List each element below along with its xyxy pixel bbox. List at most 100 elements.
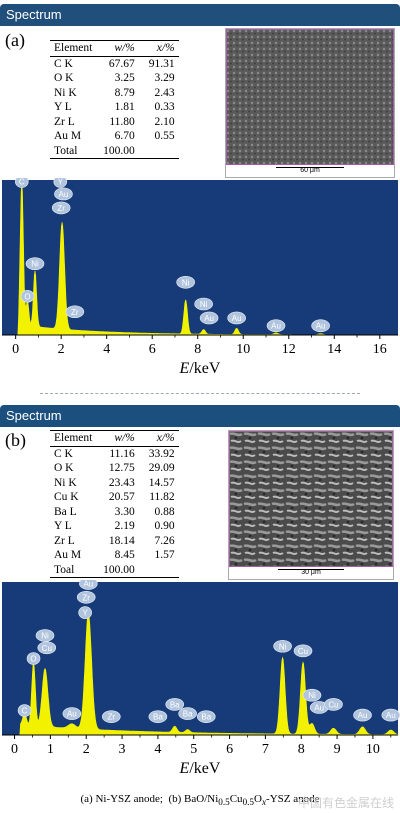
sem-image-b: 30 μm (228, 430, 394, 580)
table-row: Ba L 3.30 0.88 (50, 505, 179, 520)
x-tick-label: 10 (366, 742, 380, 757)
peak-label: Au (54, 187, 73, 201)
at-cell: 0.33 (154, 101, 175, 114)
x-tick-label: 6 (226, 742, 233, 757)
x-tick-label: 0 (11, 742, 18, 757)
x-axis-title: E/keV (179, 360, 221, 377)
peak-label: C (17, 704, 32, 717)
element-cell: Y L (54, 520, 72, 533)
wt-cell: 20.57 (108, 491, 135, 504)
at-cell: 11.82 (149, 491, 175, 504)
svg-text:Zr: Zr (71, 308, 79, 317)
svg-text:Ni: Ni (279, 642, 287, 651)
panel-b-header: Spectrum (0, 405, 400, 427)
at-cell: 2.43 (154, 86, 175, 99)
peak-label: Ni (35, 629, 55, 642)
at-cell: 3.29 (154, 72, 175, 85)
peak-label: Au (227, 311, 246, 325)
svg-text:Au: Au (67, 710, 77, 719)
at-cell: 1.57 (154, 549, 175, 562)
peak-label: Au (381, 708, 400, 722)
element-cell: Zr L (54, 115, 75, 128)
svg-text:Y: Y (58, 178, 64, 187)
peak-label: Au (266, 319, 286, 332)
sem-texture-b (229, 431, 393, 567)
x-tick-label: 16 (373, 342, 387, 357)
svg-text:Ba: Ba (170, 700, 180, 709)
svg-text:Ni: Ni (41, 632, 49, 641)
svg-text:Au: Au (358, 711, 368, 720)
at-cell: 7.26 (154, 534, 175, 547)
x-tick-label: 1 (47, 742, 54, 757)
element-cell: Zr L (54, 534, 75, 547)
svg-text:Cu: Cu (42, 644, 52, 653)
composition-table-a: Element w/% x/% C K 67.67 91.31 O K 3.25 3.29… (50, 40, 179, 159)
wt-cell: 3.30 (114, 505, 135, 518)
x-tick-label: 8 (298, 742, 305, 757)
at-cell: 0.88 (154, 505, 175, 518)
col-wt: w/% (96, 430, 139, 447)
table-row: Y L 2.19 0.90 (50, 519, 179, 534)
x-tick-label: 10 (236, 342, 250, 357)
peak-label: Ni (194, 297, 213, 311)
table-row: O K 3.25 3.29 (50, 71, 179, 86)
svg-text:C: C (19, 178, 25, 187)
x-tick-label: 6 (149, 342, 156, 357)
element-cell: Au M (54, 549, 82, 562)
svg-text:Au: Au (204, 314, 214, 323)
peak-label: Y (78, 606, 92, 619)
svg-text:C: C (22, 707, 28, 716)
col-element: Element (50, 430, 97, 447)
peak-label: Au (311, 319, 330, 332)
svg-text:Ba: Ba (201, 713, 211, 722)
panel-b-letter: (b) (5, 430, 26, 450)
wt-cell: 2.19 (114, 520, 135, 533)
element-cell: Total (50, 143, 97, 159)
x-tick-label: 5 (190, 742, 197, 757)
svg-text:Au: Au (314, 703, 324, 712)
svg-text:Au: Au (386, 711, 396, 720)
peak-label: Ni (302, 688, 322, 702)
table-row: Y L 1.81 0.33 (50, 100, 179, 115)
svg-text:Au: Au (232, 314, 242, 323)
wt-cell: 23.43 (108, 476, 135, 489)
at-cell: 2.10 (154, 115, 175, 128)
x-tick-label: 0 (12, 342, 19, 357)
svg-text:O: O (30, 655, 36, 664)
element-cell: Ba L (54, 505, 77, 518)
col-at: x/% (138, 430, 179, 447)
svg-text:Cu: Cu (328, 700, 338, 709)
table-row: Ni K 23.43 14.57 (50, 476, 179, 491)
peak-label: Zr (102, 710, 121, 723)
svg-text:Zr: Zr (57, 204, 65, 213)
peak-label: Cu (293, 644, 313, 658)
element-cell: O K (54, 462, 74, 475)
svg-text:Zr: Zr (108, 713, 116, 722)
svg-text:Cu: Cu (298, 647, 308, 656)
peak-label: Ba (178, 707, 197, 720)
wt-cell: 12.75 (108, 462, 135, 475)
svg-text:Au: Au (316, 322, 326, 331)
panel-a-header: Spectrum (0, 4, 400, 26)
col-at: x/% (138, 40, 179, 57)
eds-spectrum-a: C Y Au Zr Ni O Zr Ni Ni Au Au Au Au 0 2 4 6 8 10 12 14 16 E/ke… (2, 178, 399, 377)
wt-cell: 6.70 (114, 130, 135, 143)
peak-label: Ni (25, 257, 45, 270)
table-row: Au M 6.70 0.55 (50, 129, 179, 144)
peak-label: Zr (76, 590, 96, 604)
panel-a-letter: (a) (5, 30, 25, 50)
svg-text:O: O (24, 292, 30, 301)
sem-scale-a: 60 μm (226, 165, 394, 177)
table-row: Cu K 20.57 11.82 (50, 490, 179, 505)
peak-label: Cu (324, 698, 343, 711)
x-tick-label: 3 (119, 742, 126, 757)
peak-label: Ba (165, 698, 185, 711)
wt-cell: 100.00 (96, 143, 139, 159)
svg-text:Au: Au (83, 580, 93, 589)
table-row: Ni K 8.79 2.43 (50, 86, 179, 101)
table-row: O K 12.75 29.09 (50, 461, 179, 476)
peak-label: Y (53, 178, 68, 188)
element-cell: Au M (54, 130, 82, 143)
table-row: Zr L 18.14 7.26 (50, 534, 179, 549)
figure-caption: (a) Ni-YSZ anode; (b) BaO/Ni0.5Cu0.5Ox-Y… (80, 793, 320, 808)
